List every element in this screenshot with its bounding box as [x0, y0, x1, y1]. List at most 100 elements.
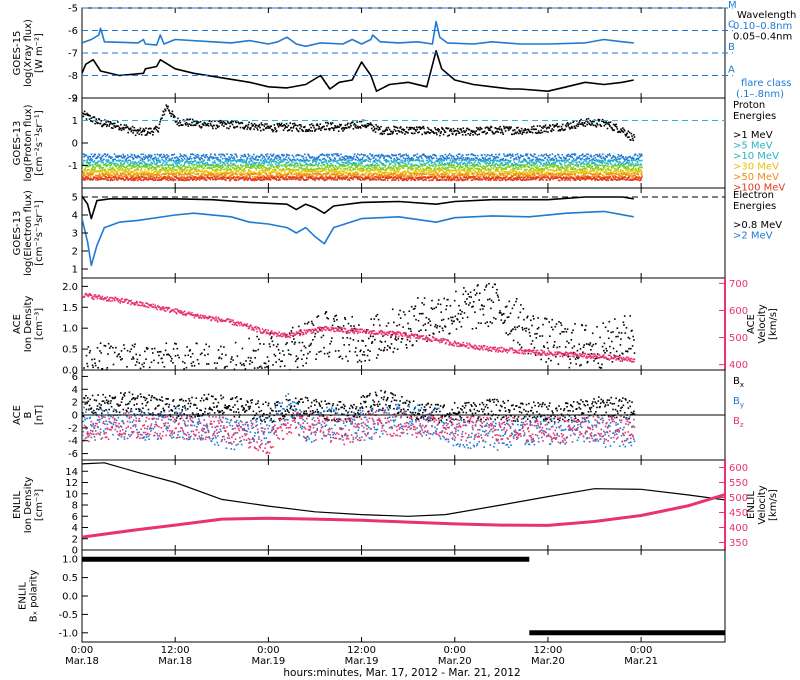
data-point — [175, 173, 177, 175]
data-point — [166, 169, 168, 172]
data-point — [170, 164, 172, 166]
data-point — [408, 158, 411, 160]
data-point — [253, 153, 255, 156]
data-point — [180, 164, 182, 166]
data-point — [117, 156, 120, 159]
data-point — [329, 175, 332, 177]
data-point — [124, 159, 126, 161]
data-point — [192, 124, 195, 127]
data-point — [261, 154, 263, 157]
data-point — [167, 166, 170, 168]
data-point — [373, 160, 375, 163]
data-point — [519, 161, 522, 163]
data-point — [411, 163, 413, 166]
data-point — [159, 171, 162, 173]
data-point — [618, 166, 620, 169]
data-point — [222, 166, 225, 168]
data-point — [373, 169, 376, 172]
data-point — [218, 120, 221, 122]
data-point — [111, 123, 114, 125]
data-point — [367, 173, 370, 175]
data-point — [448, 162, 450, 165]
data-point — [494, 157, 496, 159]
data-point — [304, 130, 307, 133]
data-point — [152, 134, 154, 136]
data-point — [452, 133, 454, 135]
data-point — [299, 158, 302, 161]
data-point — [281, 153, 284, 156]
data-point — [273, 124, 276, 126]
data-point — [314, 130, 316, 132]
data-point — [322, 173, 325, 175]
data-point — [317, 124, 319, 127]
data-point — [395, 154, 398, 156]
data-point — [216, 124, 218, 127]
data-point — [193, 120, 195, 123]
data-point — [125, 124, 128, 127]
data-point — [148, 155, 151, 158]
data-point — [383, 159, 386, 161]
data-point — [306, 163, 309, 166]
data-point — [324, 128, 326, 131]
data-point — [410, 126, 412, 129]
data-point — [181, 155, 184, 157]
data-point — [575, 169, 577, 172]
data-point — [631, 137, 634, 140]
data-point — [363, 154, 365, 157]
data-point — [460, 157, 462, 159]
data-point — [341, 165, 343, 168]
data-point — [541, 126, 543, 129]
data-point — [604, 121, 606, 124]
data-point — [235, 169, 238, 172]
data-point — [568, 161, 570, 164]
data-point — [209, 155, 212, 158]
data-point — [236, 160, 238, 162]
data-point — [242, 170, 245, 172]
series-dots-proton-0 — [82, 104, 636, 142]
data-point — [304, 164, 306, 167]
data-point — [87, 172, 90, 174]
data-point — [322, 163, 324, 165]
data-point — [619, 166, 621, 168]
data-point — [98, 153, 100, 155]
data-point — [639, 166, 641, 169]
data-point — [263, 156, 266, 158]
data-point — [145, 164, 147, 166]
data-point — [245, 124, 248, 127]
data-point — [271, 170, 273, 173]
data-point — [287, 164, 289, 166]
data-point — [274, 128, 277, 130]
data-point — [253, 177, 256, 179]
data-point — [509, 161, 511, 164]
data-point — [153, 171, 156, 174]
data-point — [376, 172, 378, 175]
data-point — [430, 156, 432, 158]
legend-entry: 0.05–0.4nm — [733, 32, 792, 43]
data-point — [302, 160, 304, 163]
data-point — [381, 168, 384, 171]
data-point — [367, 166, 370, 168]
data-point — [274, 163, 277, 165]
data-point — [544, 126, 546, 128]
data-point — [195, 173, 198, 176]
data-point — [518, 156, 520, 159]
data-point — [126, 165, 128, 168]
data-point — [150, 155, 152, 158]
data-point — [464, 159, 467, 161]
data-point — [85, 161, 88, 164]
data-point — [259, 173, 261, 176]
data-point — [215, 156, 218, 159]
data-point — [312, 161, 314, 164]
data-point — [165, 173, 167, 175]
data-point — [603, 171, 606, 173]
data-point — [571, 125, 573, 128]
data-point — [118, 176, 121, 178]
data-point — [610, 169, 612, 171]
data-point — [234, 126, 236, 128]
data-point — [409, 165, 412, 167]
data-point — [248, 121, 250, 124]
data-point — [576, 123, 579, 125]
data-point — [133, 163, 136, 166]
data-point — [547, 155, 549, 157]
data-point — [125, 158, 128, 161]
